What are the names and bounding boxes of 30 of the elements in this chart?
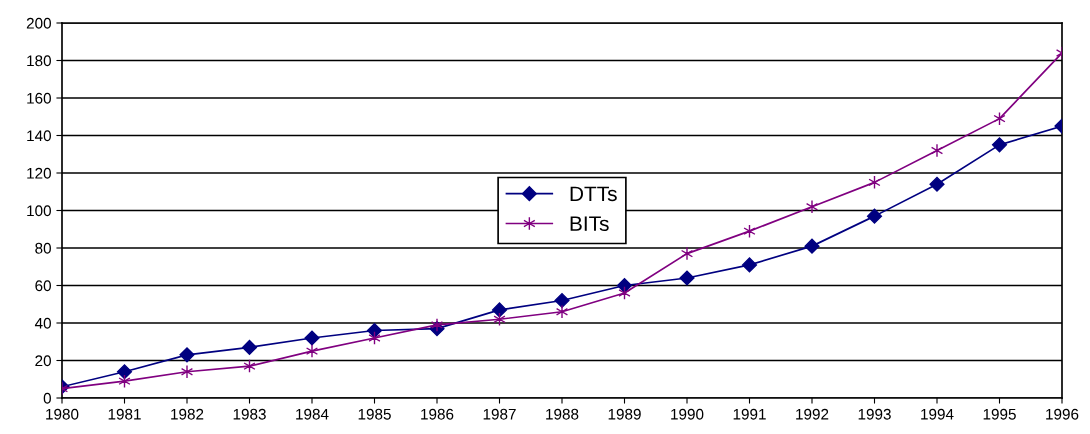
y-tick-label: 40 <box>34 317 51 329</box>
y-tick-label: 60 <box>35 280 51 292</box>
legend-label: BITs <box>570 216 609 232</box>
x-tick-label: 1990 <box>671 408 704 420</box>
y-tick-label: 0 <box>43 392 51 404</box>
x-tick-label: 1992 <box>796 408 829 420</box>
y-tick-label: 20 <box>35 355 51 367</box>
x-tick-label: 1987 <box>483 408 516 420</box>
x-tick-label: 1995 <box>983 408 1016 420</box>
x-tick-label: 1991 <box>733 408 766 420</box>
legend-label: DTTs <box>570 186 617 202</box>
x-tick-label: 1985 <box>358 408 391 420</box>
x-tick-label: 1996 <box>1046 408 1079 420</box>
x-tick-label: 1988 <box>546 408 579 420</box>
x-tick-label: 1994 <box>921 408 954 420</box>
x-tick-label: 1993 <box>858 408 891 420</box>
x-tick-label: 1989 <box>608 408 641 420</box>
y-tick-label: 180 <box>27 55 51 67</box>
x-tick-label: 1986 <box>421 408 454 420</box>
x-tick-label: 1980 <box>46 408 79 420</box>
x-tick-label: 1983 <box>233 408 266 420</box>
y-tick-label: 120 <box>27 167 51 179</box>
x-tick-label: 1982 <box>171 408 204 420</box>
y-tick-label: 80 <box>35 242 51 254</box>
y-tick-label: 140 <box>27 130 51 142</box>
x-tick-label: 1984 <box>296 408 329 420</box>
y-tick-label: 100 <box>27 205 51 217</box>
y-tick-label: 160 <box>27 92 51 104</box>
x-tick-label: 1981 <box>108 408 141 420</box>
y-tick-label: 200 <box>26 17 51 29</box>
